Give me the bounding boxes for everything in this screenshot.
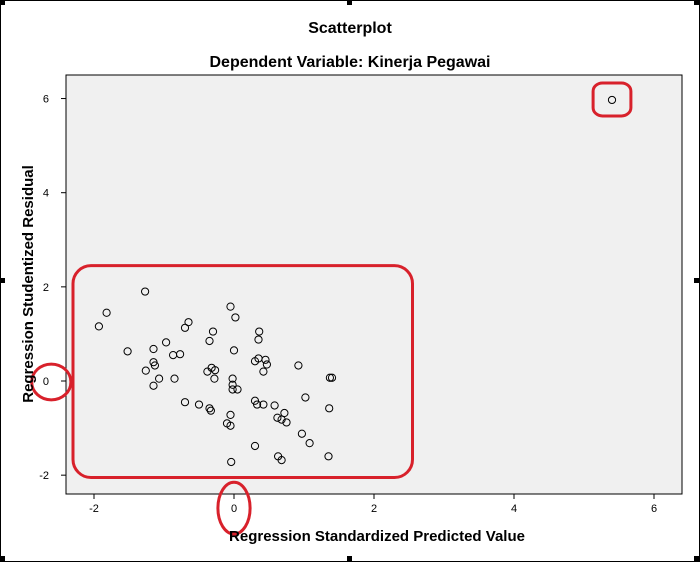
- data-point: [150, 361, 159, 370]
- data-point: [262, 360, 271, 369]
- resize-handle-bottom-left[interactable]: [0, 556, 5, 561]
- highlight-box: [591, 81, 633, 118]
- data-point: [149, 381, 158, 390]
- x-tick-label: 4: [511, 503, 517, 515]
- data-point: [282, 418, 291, 427]
- data-point: [210, 374, 219, 383]
- data-point: [607, 95, 617, 105]
- data-point: [273, 413, 282, 422]
- data-point: [194, 400, 204, 409]
- y-tick-label: 4: [43, 188, 49, 200]
- data-point: [280, 408, 289, 418]
- data-point: [176, 350, 185, 359]
- data-point: [301, 393, 310, 402]
- data-point: [155, 374, 164, 383]
- data-point: [228, 380, 237, 389]
- highlight-ellipse: [216, 480, 252, 536]
- data-point: [250, 441, 260, 451]
- data-point: [123, 347, 132, 356]
- data-point: [324, 452, 333, 461]
- data-point: [180, 398, 190, 407]
- x-axis-label: Regression Standardized Predicted Value: [229, 528, 525, 545]
- data-point: [327, 373, 337, 382]
- data-point: [226, 410, 235, 420]
- data-point: [227, 457, 236, 467]
- data-point: [228, 374, 237, 383]
- x-tick-label: 6: [651, 503, 657, 515]
- data-point: [270, 401, 279, 410]
- data-point: [261, 355, 270, 364]
- data-point: [231, 313, 240, 322]
- data-point: [228, 385, 237, 394]
- resize-handle-middle-left[interactable]: [0, 278, 5, 283]
- data-point: [255, 327, 264, 336]
- chart-title: Scatterplot: [308, 20, 392, 37]
- data-point: [94, 322, 104, 331]
- data-points: [94, 95, 617, 467]
- x-tick-label: 0: [231, 503, 237, 515]
- data-point: [325, 373, 334, 382]
- data-point: [208, 327, 218, 336]
- data-point: [211, 366, 220, 375]
- chart-subtitle: Dependent Variable: Kinerja Pegawai: [210, 54, 491, 71]
- data-point: [259, 400, 268, 409]
- plot-area: [65, 74, 683, 495]
- data-point: [277, 456, 286, 465]
- resize-handle-middle-right[interactable]: [694, 278, 699, 283]
- data-point: [305, 439, 314, 448]
- data-point: [325, 404, 334, 413]
- y-tick-label: 6: [43, 94, 49, 106]
- data-point: [226, 302, 235, 311]
- axis-ticks: -2 0 2 4 6 -2 0 2 4 6: [39, 94, 657, 515]
- x-tick-label: 2: [371, 503, 377, 515]
- y-tick-label: -2: [39, 470, 49, 482]
- resize-handle-bottom-right[interactable]: [694, 556, 699, 561]
- y-axis-label: Regression Studentized Residual: [20, 165, 37, 403]
- data-point: [206, 406, 215, 415]
- data-point: [205, 336, 214, 346]
- data-point: [294, 361, 303, 370]
- data-point: [254, 335, 263, 344]
- y-tick-label: 2: [43, 282, 49, 294]
- annotation-marks: [30, 81, 633, 536]
- highlight-ellipse: [30, 362, 73, 402]
- data-point: [203, 367, 212, 376]
- highlight-box: [71, 264, 414, 480]
- data-point: [297, 429, 306, 438]
- resize-handle-top-left[interactable]: [0, 0, 5, 5]
- data-point: [233, 385, 242, 394]
- data-point: [205, 404, 214, 413]
- resize-handle-bottom-center[interactable]: [347, 556, 352, 561]
- y-tick-label: 0: [43, 376, 49, 388]
- data-point: [229, 346, 239, 355]
- x-tick-label: -2: [89, 503, 99, 515]
- data-point: [170, 374, 179, 383]
- data-point: [141, 287, 150, 296]
- data-point: [102, 308, 111, 317]
- data-point: [253, 400, 262, 409]
- resize-handle-top-right[interactable]: [694, 0, 699, 5]
- data-point: [259, 367, 268, 376]
- data-point: [162, 338, 171, 347]
- data-point: [180, 323, 190, 332]
- data-point: [141, 366, 150, 375]
- data-point: [149, 344, 158, 354]
- resize-handle-top-center[interactable]: [347, 0, 352, 5]
- data-point: [226, 421, 235, 430]
